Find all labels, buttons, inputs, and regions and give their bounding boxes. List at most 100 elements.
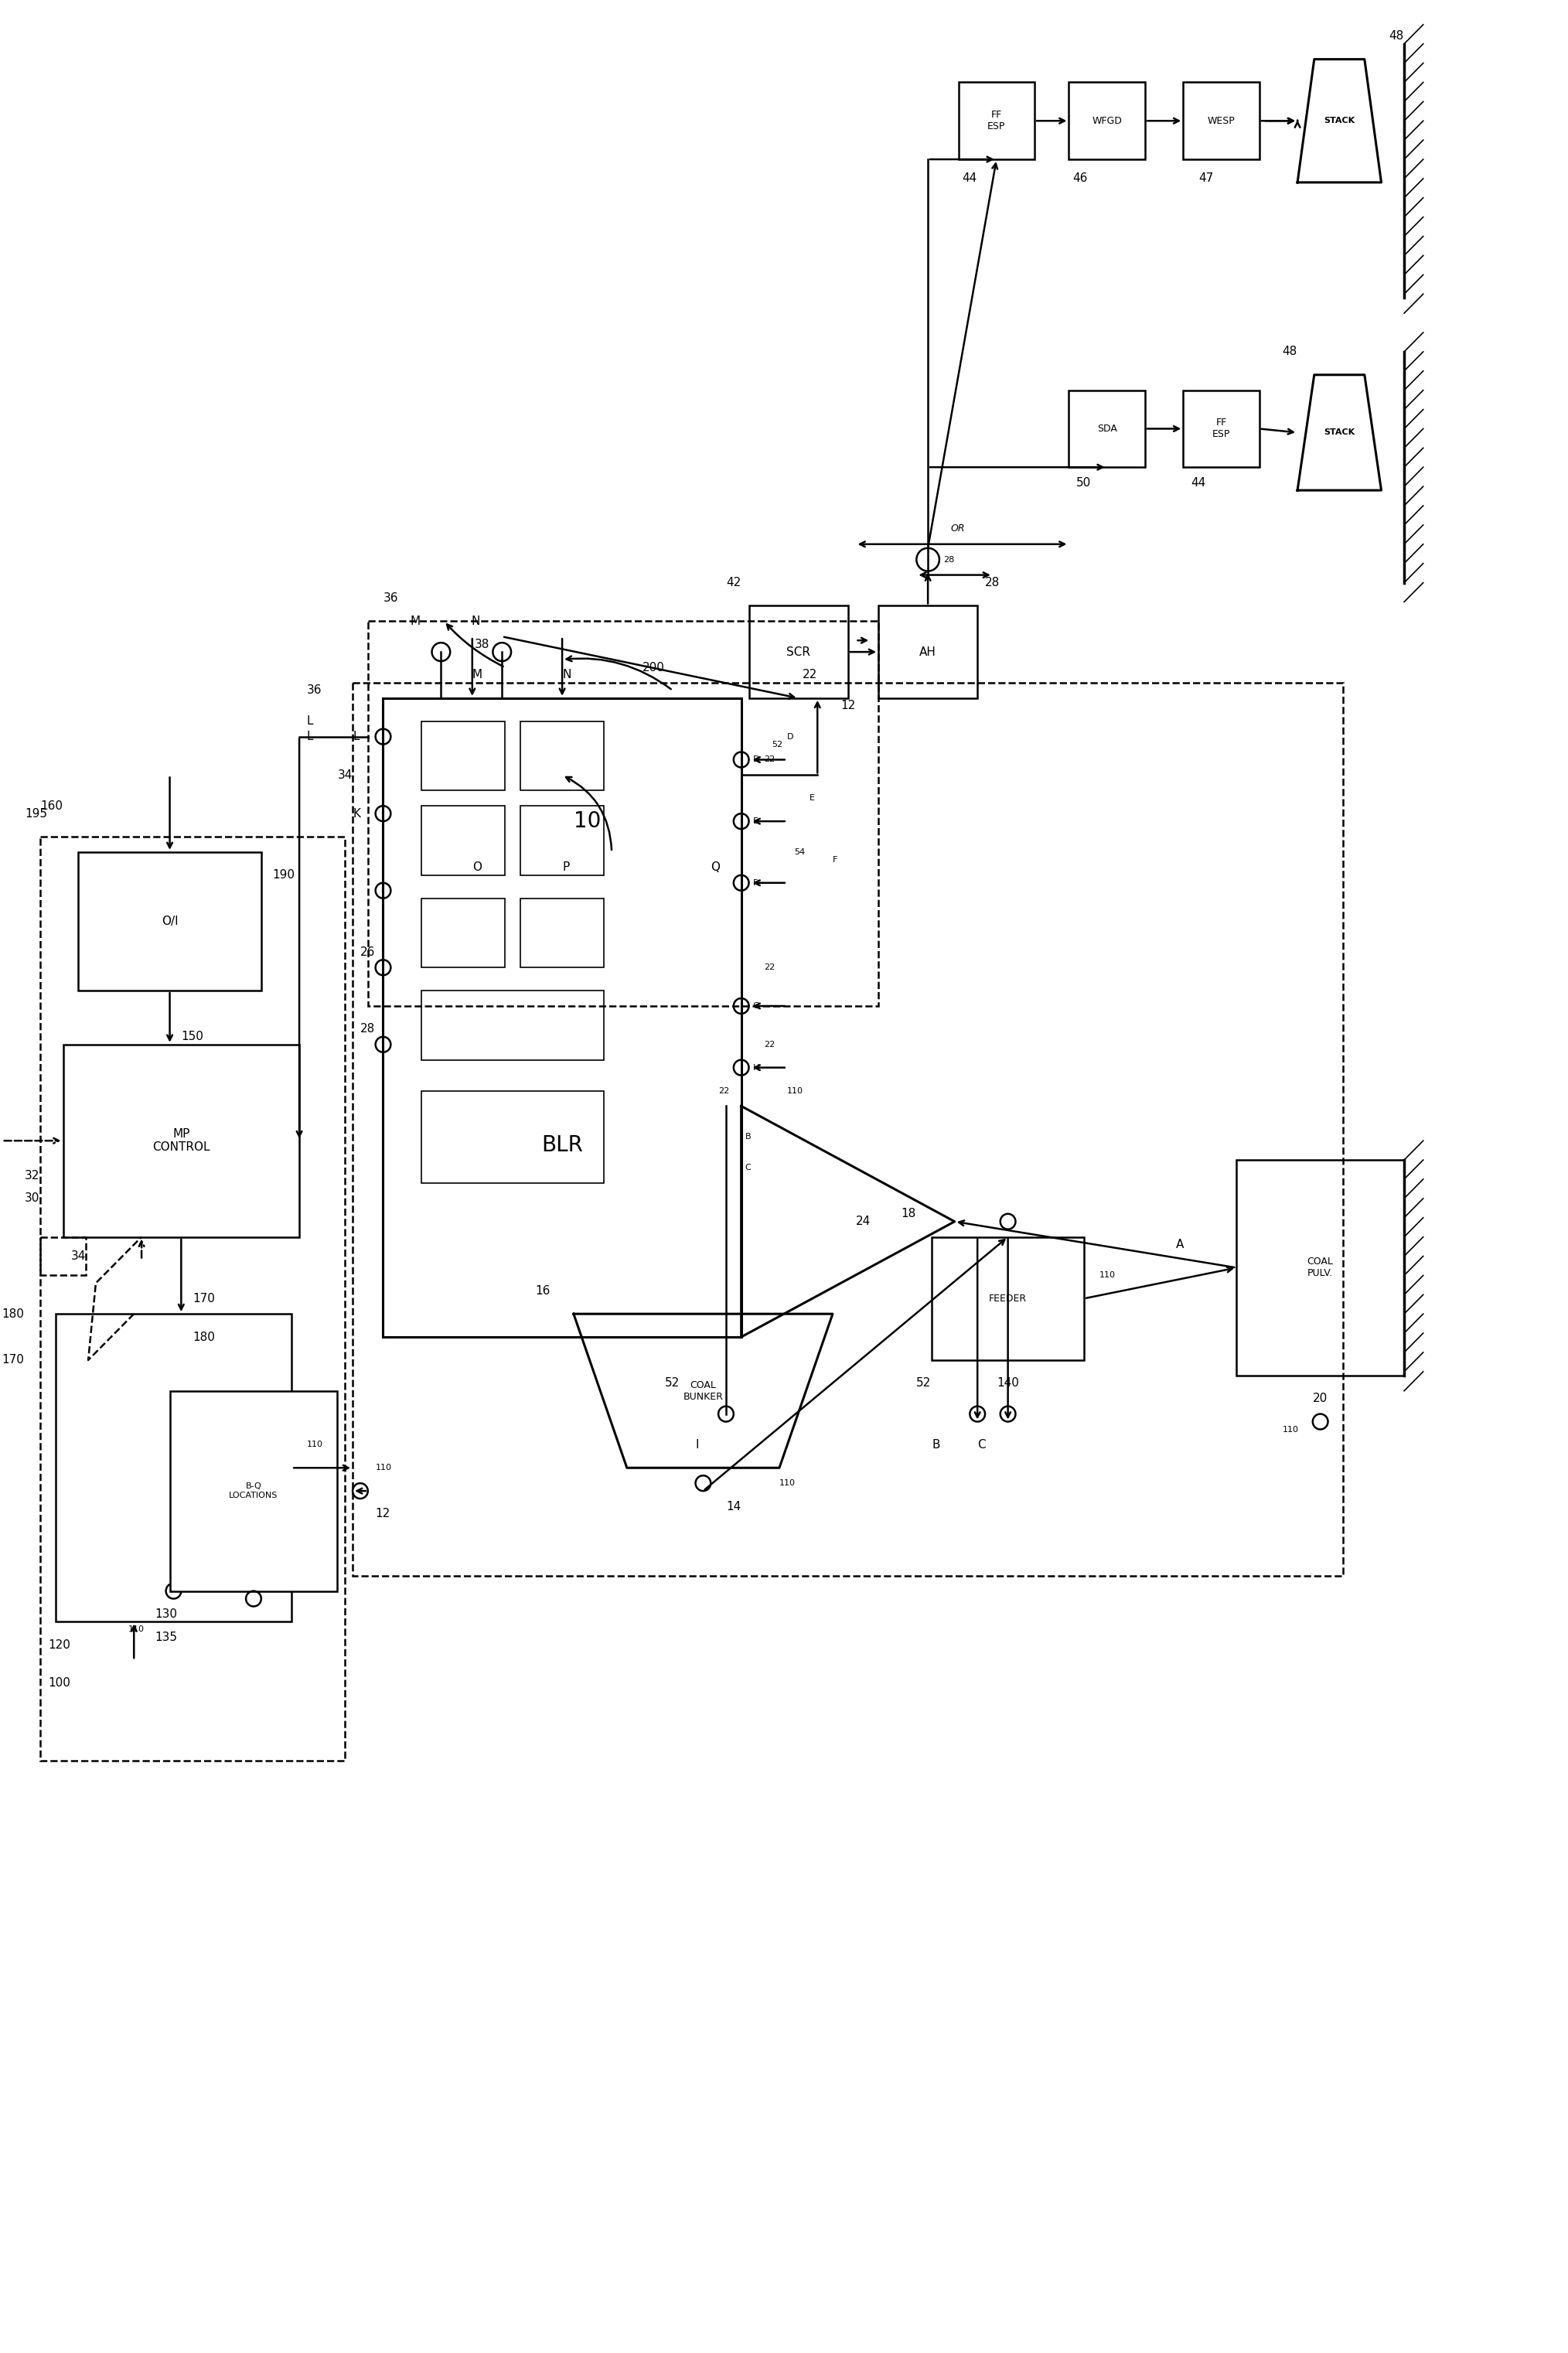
Text: 52: 52	[665, 1377, 681, 1388]
Text: FEEDER: FEEDER	[989, 1294, 1027, 1304]
Text: 28: 28	[361, 1024, 375, 1035]
Text: 100: 100	[49, 1678, 71, 1689]
Text: A: A	[1176, 1238, 1184, 1249]
Text: M: M	[472, 668, 483, 680]
Text: 200: 200	[643, 661, 665, 673]
Text: K: K	[353, 807, 361, 819]
Text: N: N	[563, 668, 571, 680]
Text: 22: 22	[764, 1040, 775, 1049]
Text: 30: 30	[25, 1193, 39, 1205]
Text: 180: 180	[193, 1332, 215, 1344]
Bar	[169, 1391, 337, 1591]
Text: SDA: SDA	[1098, 424, 1116, 433]
Bar	[422, 899, 505, 967]
Text: 24: 24	[856, 1217, 870, 1228]
Bar	[521, 722, 604, 791]
Text: E: E	[753, 816, 757, 826]
Bar	[878, 605, 977, 699]
Text: N: N	[472, 616, 480, 626]
Text: 36: 36	[307, 685, 321, 696]
Bar	[1184, 82, 1259, 160]
Text: COAL
PULV.: COAL PULV.	[1308, 1257, 1333, 1278]
Text: STACK: STACK	[1323, 118, 1355, 125]
Bar	[521, 899, 604, 967]
Text: 44: 44	[1190, 478, 1206, 489]
Text: F: F	[753, 880, 757, 887]
Text: 34: 34	[71, 1249, 86, 1261]
Text: B-Q
LOCATIONS: B-Q LOCATIONS	[229, 1482, 278, 1499]
Text: 28: 28	[942, 555, 955, 562]
Text: 48: 48	[1283, 346, 1297, 358]
Text: 42: 42	[726, 576, 740, 588]
Text: 22: 22	[764, 755, 775, 765]
Text: L: L	[353, 732, 359, 744]
Bar	[422, 991, 604, 1059]
Text: E: E	[809, 795, 815, 802]
Bar	[78, 852, 262, 991]
Bar	[353, 682, 1344, 1577]
Text: 18: 18	[902, 1207, 916, 1219]
Text: P: P	[563, 861, 569, 873]
Text: 32: 32	[25, 1169, 39, 1181]
Text: 160: 160	[41, 800, 63, 812]
Text: F: F	[833, 856, 837, 864]
Bar	[63, 1045, 299, 1238]
Bar	[1184, 391, 1259, 468]
Text: O/I: O/I	[162, 915, 179, 927]
Bar	[422, 722, 505, 791]
Text: SCR: SCR	[787, 647, 811, 659]
Text: 180: 180	[2, 1308, 25, 1320]
Text: STACK: STACK	[1323, 428, 1355, 435]
Text: 170: 170	[193, 1292, 215, 1304]
Bar	[1069, 391, 1145, 468]
Text: 190: 190	[273, 868, 295, 880]
Text: MP
CONTROL: MP CONTROL	[152, 1127, 210, 1153]
Text: 52: 52	[771, 741, 782, 748]
Text: 52: 52	[916, 1377, 931, 1388]
Text: 130: 130	[155, 1609, 177, 1619]
Text: 47: 47	[1198, 172, 1214, 184]
Text: L: L	[307, 732, 314, 744]
Text: 28: 28	[985, 576, 1000, 588]
Text: 12: 12	[840, 699, 855, 711]
Text: 150: 150	[182, 1031, 204, 1042]
Text: G: G	[753, 1002, 759, 1009]
Bar	[368, 621, 878, 1007]
Text: Q: Q	[710, 861, 720, 873]
Text: 110: 110	[779, 1480, 795, 1487]
Text: COAL
BUNKER: COAL BUNKER	[684, 1381, 723, 1402]
Text: 170: 170	[2, 1355, 25, 1365]
Text: 110: 110	[129, 1626, 144, 1633]
Bar	[958, 82, 1035, 160]
Bar	[750, 605, 848, 699]
Text: 50: 50	[1077, 478, 1091, 489]
Text: 54: 54	[795, 847, 806, 856]
Bar	[521, 805, 604, 875]
Text: D: D	[787, 732, 793, 741]
Text: B: B	[745, 1134, 751, 1141]
Text: 110: 110	[1283, 1426, 1298, 1433]
Text: C: C	[745, 1165, 751, 1172]
Text: 195: 195	[25, 807, 47, 819]
Text: 14: 14	[726, 1501, 740, 1513]
Bar	[41, 838, 345, 1760]
Bar	[422, 805, 505, 875]
Text: D: D	[753, 755, 759, 765]
Text: 135: 135	[155, 1631, 177, 1642]
Text: 22: 22	[803, 668, 817, 680]
Bar	[55, 1313, 292, 1621]
Bar	[383, 699, 742, 1337]
Text: 46: 46	[1073, 172, 1088, 184]
Text: M: M	[411, 616, 420, 626]
Text: 26: 26	[361, 946, 375, 958]
Text: 10: 10	[574, 809, 601, 833]
Text: C: C	[977, 1440, 986, 1449]
Text: 110: 110	[307, 1440, 323, 1449]
Text: 34: 34	[337, 769, 353, 781]
Bar	[1237, 1160, 1403, 1377]
Text: 12: 12	[375, 1508, 390, 1520]
Text: 110: 110	[375, 1464, 392, 1471]
Text: H: H	[753, 1064, 759, 1071]
Bar	[931, 1238, 1083, 1360]
Text: 22: 22	[764, 965, 775, 972]
